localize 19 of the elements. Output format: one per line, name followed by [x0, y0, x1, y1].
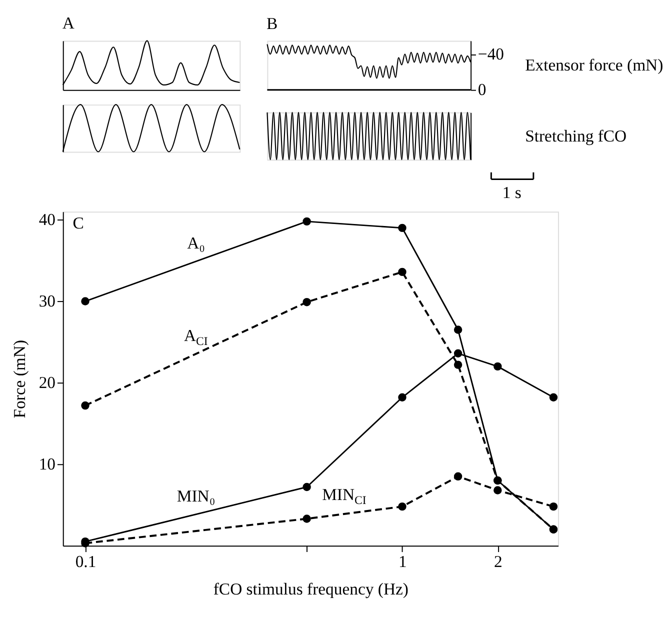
x-axis-title: fCO stimulus frequency (Hz) — [213, 579, 408, 598]
y-tick-label: 30 — [38, 292, 56, 311]
y-tick-label: 40 — [38, 210, 56, 230]
y-axis-title: Extensor force (mN) — [525, 56, 664, 75]
chart-title: A — [62, 13, 74, 32]
y-tick-label: 0 — [478, 80, 486, 100]
y-tick-label: −40 — [478, 44, 504, 64]
y-axis-title: Force (mN) — [10, 340, 30, 418]
series-label: MIN₀ — [176, 486, 216, 506]
x-tick-label: 0.1 — [75, 552, 96, 571]
y-tick-label: 20 — [38, 373, 56, 392]
y-axis-title: Stretching fCO — [525, 126, 627, 146]
chart-title: C — [72, 213, 84, 232]
x-tick-label: 2 — [494, 552, 502, 571]
chart-title: B — [266, 14, 278, 33]
series-label: A₀ — [187, 234, 206, 253]
y-tick-label: 10 — [38, 454, 56, 474]
text: 1 s — [502, 182, 522, 202]
x-tick-label: 1 — [398, 552, 407, 571]
